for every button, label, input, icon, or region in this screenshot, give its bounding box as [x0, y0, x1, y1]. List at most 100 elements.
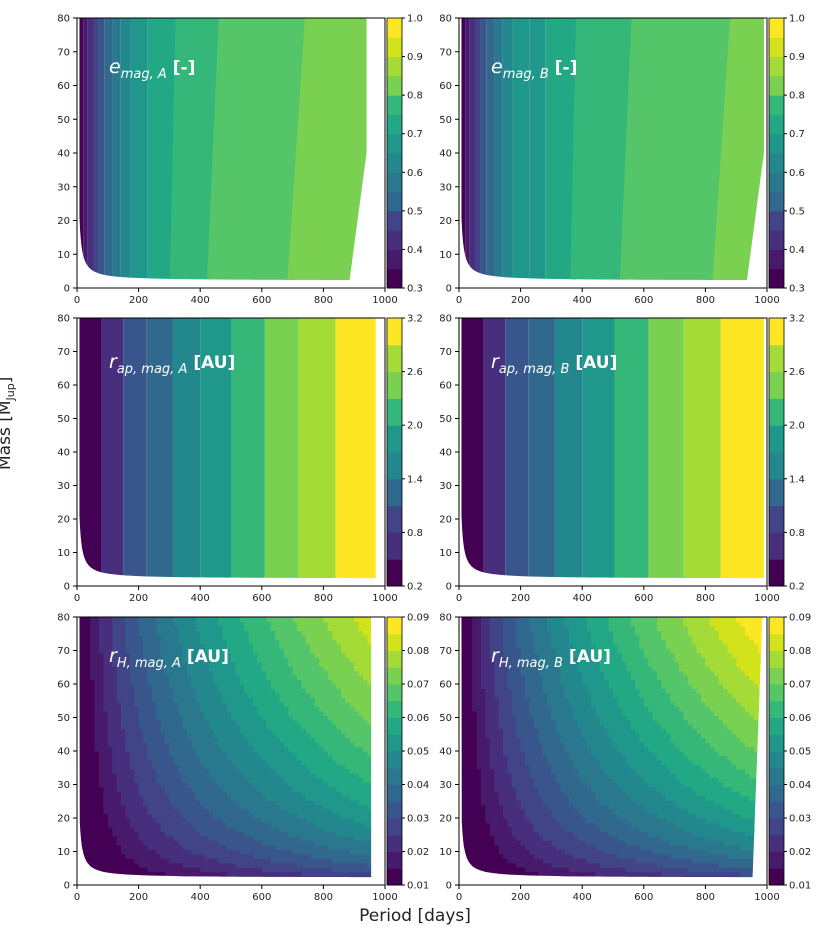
contour-cell: [336, 773, 342, 779]
contour-cell: [323, 661, 329, 667]
contour-cell: [195, 871, 201, 877]
contour-cell: [279, 630, 285, 636]
contour-cell: [489, 876, 495, 878]
contour-cell: [358, 617, 364, 623]
contour-cell: [160, 773, 166, 779]
contour-cell: [217, 643, 223, 649]
contour-cell: [213, 826, 219, 832]
contour-cell: [107, 809, 113, 815]
contour-cell: [248, 652, 254, 658]
contour-cell: [305, 724, 311, 730]
contour-cell: [336, 652, 342, 658]
contour-cell: [147, 710, 153, 716]
contour-cell: [239, 867, 245, 873]
contour-cell: [165, 643, 170, 649]
contour-cell: [489, 835, 495, 841]
contour-cell: [209, 809, 214, 815]
contour-cell: [169, 795, 175, 801]
contour-cell: [327, 759, 333, 765]
contour-cell: [235, 697, 241, 703]
contour-cell: [147, 795, 153, 801]
contour-cell: [112, 835, 118, 841]
contour-cell: [182, 639, 188, 645]
contour-cell: [103, 742, 109, 748]
contour-cell: [85, 777, 91, 783]
contour-cell: [279, 733, 285, 739]
contour-cell: [169, 617, 175, 623]
contour-cell: [244, 764, 250, 770]
contour-cell: [323, 666, 329, 672]
contour-cell: [217, 782, 223, 788]
contour-cell: [156, 849, 162, 855]
contour-cell: [332, 853, 338, 859]
contour-cell: [261, 684, 267, 690]
contour-cell: [332, 737, 338, 743]
contour-cell: [90, 630, 96, 636]
contour-cell: [116, 719, 122, 725]
contour-cell: [323, 876, 329, 878]
contour-cell: [165, 813, 170, 819]
contour-cell: [341, 755, 346, 761]
contour-cell: [461, 844, 464, 850]
contour-cell: [156, 795, 162, 801]
contour-cell: [231, 710, 236, 716]
contour-cell: [261, 621, 267, 627]
contour-cell: [476, 733, 482, 739]
contour-cell: [485, 759, 491, 765]
contour-cell: [143, 661, 148, 667]
contour-cell: [275, 697, 280, 703]
contour-cell: [222, 782, 228, 788]
contour-cell: [345, 871, 351, 877]
contour-cell: [358, 697, 364, 703]
contour-cell: [147, 844, 153, 850]
contour-cell: [239, 773, 245, 779]
contour-cell: [204, 661, 210, 667]
contour-band: [545, 18, 577, 281]
contour-cell: [125, 643, 131, 649]
contour-cell: [217, 657, 223, 663]
contour-cell: [310, 666, 316, 672]
contour-cell: [481, 804, 486, 810]
contour-cell: [275, 764, 280, 770]
contour-cell: [94, 661, 100, 667]
contour-cell: [332, 710, 338, 716]
contour-cell: [116, 679, 122, 685]
contour-cell: [266, 661, 272, 667]
contour-cell: [107, 639, 113, 645]
contour-cell: [213, 755, 219, 761]
contour-cell: [165, 666, 170, 672]
contour-cell: [160, 706, 166, 712]
contour-cell: [481, 706, 486, 712]
contour-cell: [226, 715, 232, 721]
contour-cell: [169, 871, 175, 877]
contour-cell: [323, 639, 329, 645]
contour-cell: [116, 652, 122, 658]
contour-cell: [239, 657, 245, 663]
contour-cell: [90, 862, 96, 868]
contour-cell: [376, 831, 381, 836]
contour-cell: [143, 795, 148, 801]
contour-cell: [319, 706, 324, 712]
contour-cell: [489, 858, 495, 864]
contour-cell: [191, 871, 197, 877]
contour-cell: [270, 791, 276, 797]
contour-cell: [349, 630, 355, 636]
contour-cell: [476, 755, 482, 761]
contour-cell: [248, 804, 254, 810]
contour-cell: [85, 826, 91, 832]
contour-cell: [467, 728, 473, 734]
contour-cell: [169, 621, 175, 627]
contour-cell: [270, 670, 276, 676]
x-tick-label: 200: [129, 295, 148, 306]
contour-cell: [195, 853, 201, 859]
contour-cell: [231, 809, 236, 815]
contour-cell: [200, 862, 206, 868]
contour-cell: [319, 862, 324, 868]
contour-cell: [151, 867, 157, 873]
contour-cell: [209, 692, 214, 698]
contour-cell: [213, 777, 219, 783]
contour-cell: [283, 755, 289, 761]
contour-cell: [116, 791, 122, 797]
panel-label: emag, A [-]: [109, 56, 195, 82]
contour-cell: [94, 764, 100, 770]
